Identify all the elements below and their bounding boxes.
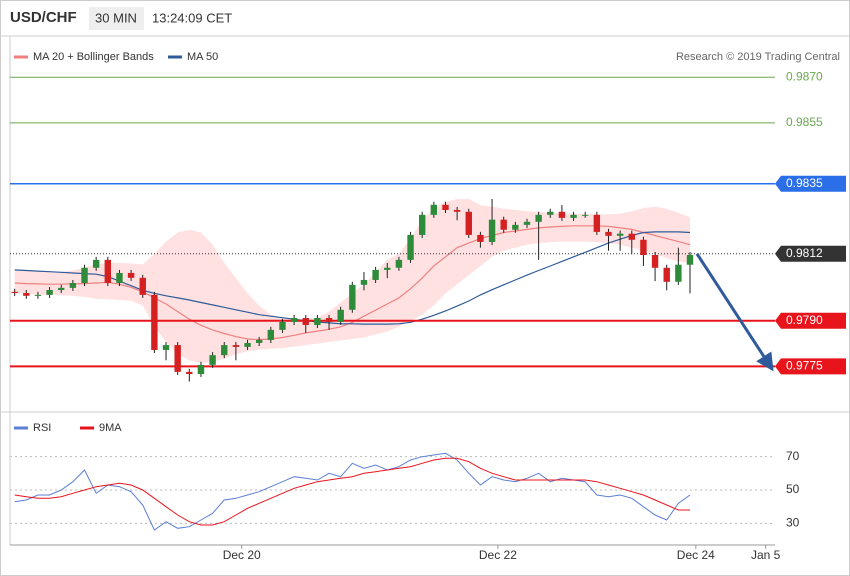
candle-body xyxy=(244,342,251,347)
candle-body xyxy=(582,214,589,216)
candle-body xyxy=(221,345,228,356)
candle-body xyxy=(407,234,414,260)
ma-line xyxy=(14,225,691,341)
legend-label: 9MA xyxy=(99,422,122,434)
candle-body xyxy=(81,267,88,283)
rsi-line xyxy=(14,452,691,531)
candle-body xyxy=(628,233,635,240)
legend-label: RSI xyxy=(33,422,51,434)
candle-body xyxy=(465,211,472,235)
candle-body xyxy=(232,345,240,347)
candle-body xyxy=(267,329,275,340)
level-label: 0.9812 xyxy=(786,246,823,260)
forecast-arrow xyxy=(695,252,774,372)
candle-body xyxy=(197,364,205,374)
candle-body xyxy=(337,309,344,322)
candle-body xyxy=(151,294,158,350)
candle-body xyxy=(279,321,286,330)
candle-body xyxy=(593,214,601,232)
candle-body xyxy=(640,239,647,255)
candle-body xyxy=(23,293,30,296)
candle-body xyxy=(69,283,77,288)
candle-body xyxy=(34,294,42,296)
candle-body xyxy=(663,267,670,282)
candle-body xyxy=(209,355,216,365)
y-tick-label: 70 xyxy=(786,449,800,463)
candle-body xyxy=(325,318,333,322)
candle-body xyxy=(430,204,438,215)
candle-body xyxy=(162,345,170,350)
candle-body xyxy=(349,284,356,310)
y-tick-label: 30 xyxy=(786,516,800,530)
candle-body xyxy=(418,214,426,235)
candle-body xyxy=(512,224,519,230)
level-label-box xyxy=(775,245,846,262)
candle-body xyxy=(255,339,263,343)
candle-body xyxy=(139,277,146,295)
bollinger-band xyxy=(14,199,690,364)
candle-body xyxy=(302,318,309,325)
level-label-box xyxy=(775,312,846,329)
candle-body xyxy=(558,211,566,218)
candle-body xyxy=(314,318,321,325)
candle-body xyxy=(290,318,298,322)
x-tick-label: Dec 20 xyxy=(223,548,261,562)
legend-label: MA 50 xyxy=(187,51,218,63)
level-label: 0.9835 xyxy=(786,176,823,190)
candle-body xyxy=(116,272,123,283)
candle-body xyxy=(535,214,542,222)
chart-title: USD/CHF xyxy=(10,9,77,26)
candle-body xyxy=(442,204,449,210)
candle-body xyxy=(477,234,484,242)
timeframe-box xyxy=(89,7,144,30)
candle-body xyxy=(651,255,659,268)
candle-body xyxy=(104,259,112,283)
candle-body xyxy=(46,290,53,295)
candle-body xyxy=(127,272,135,278)
level-label: 0.9855 xyxy=(786,115,823,129)
candle-body xyxy=(186,371,193,374)
credit: Research © 2019 Trading Central xyxy=(676,51,840,63)
candle-body xyxy=(675,264,682,282)
candle-body xyxy=(605,231,612,236)
timeframe: 30 MIN xyxy=(95,10,137,25)
time: 13:24:09 CET xyxy=(152,10,232,25)
level-label: 0.9775 xyxy=(786,359,823,373)
level-label-box xyxy=(775,358,846,375)
x-tick-label: Dec 22 xyxy=(479,548,517,562)
candle-body xyxy=(488,219,496,242)
candle-body xyxy=(523,221,531,225)
legend-label: MA 20 + Bollinger Bands xyxy=(33,51,154,63)
x-tick-label: Jan 5 xyxy=(751,548,781,562)
candle-body xyxy=(453,209,461,212)
x-tick-label: Dec 24 xyxy=(677,548,715,562)
candle-body xyxy=(500,219,507,230)
candle-body xyxy=(11,291,18,294)
candle-body xyxy=(570,214,577,218)
level-label: 0.9790 xyxy=(786,313,823,327)
candle-body xyxy=(616,233,624,236)
level-label-box xyxy=(775,175,846,192)
candle-body xyxy=(58,287,65,290)
y-tick-label: 50 xyxy=(786,482,800,496)
candle-body xyxy=(384,267,391,270)
candle-body xyxy=(360,279,368,285)
candle-body xyxy=(395,259,403,268)
candle-body xyxy=(547,211,554,215)
rsi-line xyxy=(14,457,690,526)
ma-line xyxy=(14,231,691,325)
level-label: 0.9870 xyxy=(786,69,823,83)
candle-body xyxy=(372,269,379,280)
candle-body xyxy=(686,255,694,265)
candle-body xyxy=(92,259,100,268)
candle-body xyxy=(174,345,181,372)
